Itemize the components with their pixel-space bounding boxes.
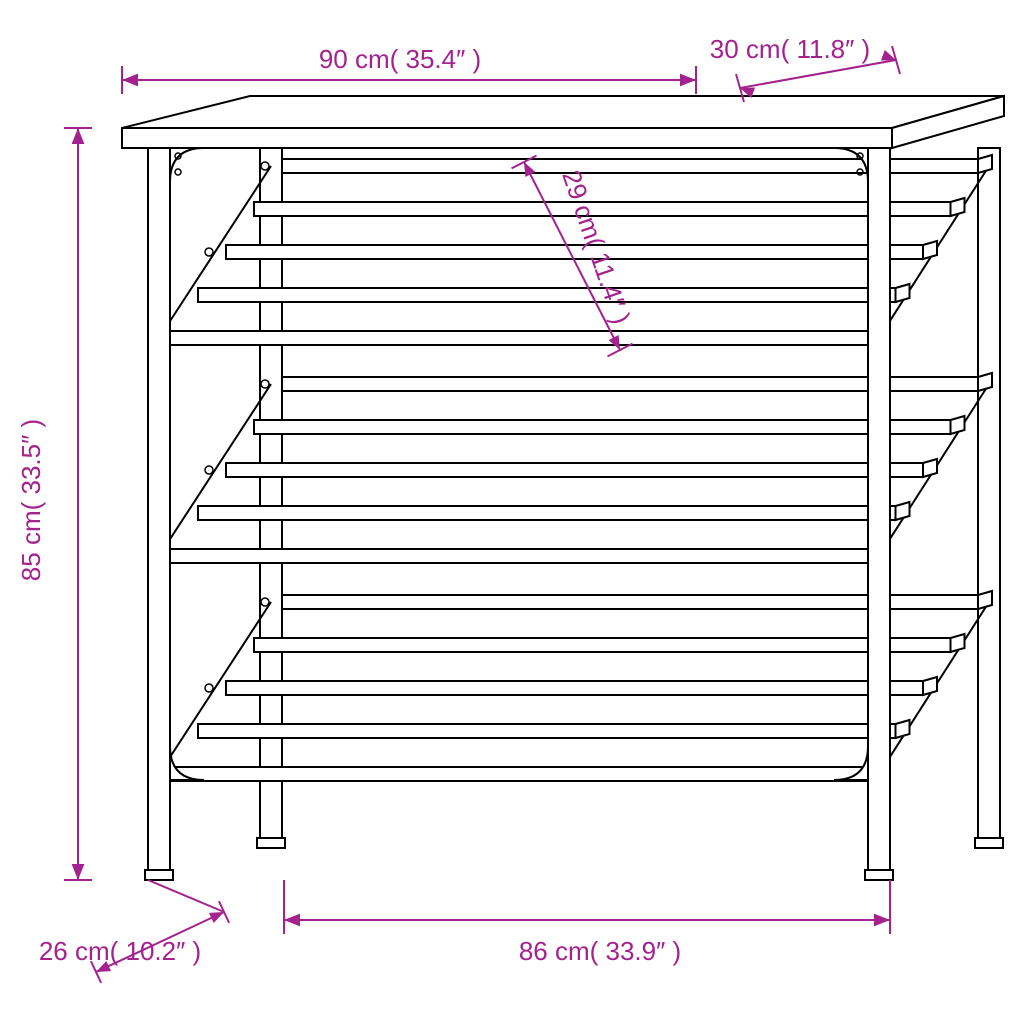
svg-text:90 cm( 35.4″ ): 90 cm( 35.4″ )	[319, 44, 481, 74]
svg-text:85 cm( 33.5″ ): 85 cm( 33.5″ )	[16, 419, 46, 581]
svg-text:30 cm( 11.8″ ): 30 cm( 11.8″ )	[710, 34, 870, 64]
svg-text:26 cm( 10.2″ ): 26 cm( 10.2″ )	[39, 936, 201, 966]
product-drawing	[122, 96, 1004, 880]
svg-text:86 cm( 33.9″ ): 86 cm( 33.9″ )	[519, 936, 681, 966]
